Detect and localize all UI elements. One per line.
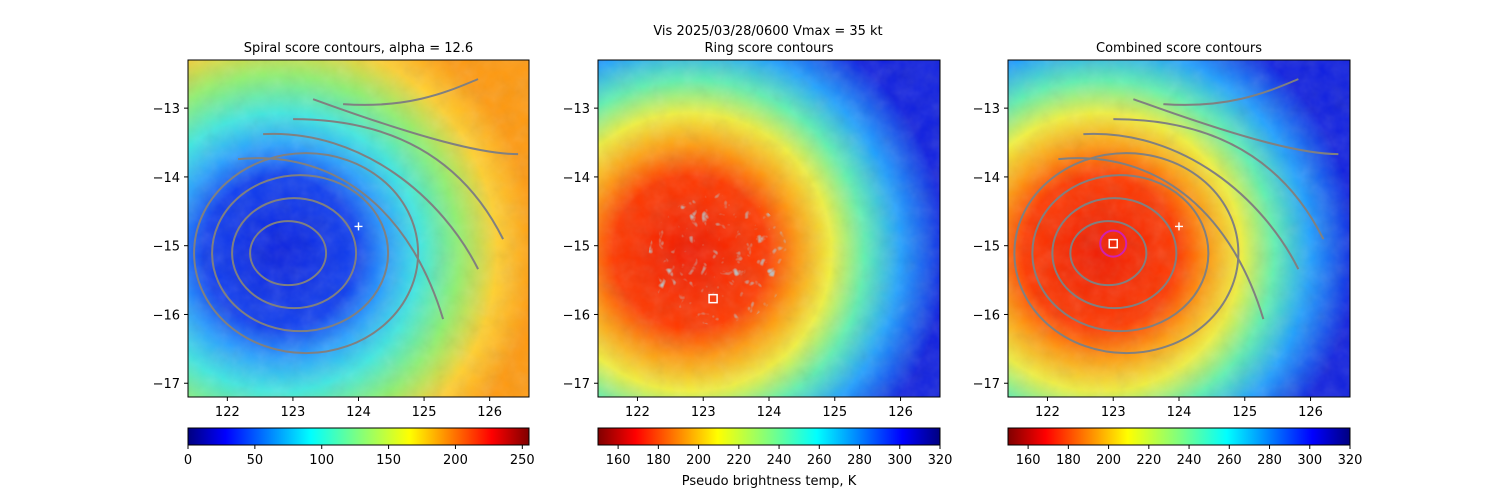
x-tick-label: 123 <box>281 405 306 420</box>
colorbar-tick-label: 200 <box>686 453 711 468</box>
x-tick-label: 123 <box>691 405 716 420</box>
score-contour <box>1083 133 1300 270</box>
x-tick-label: 124 <box>757 405 782 420</box>
score-contour <box>1133 98 1339 156</box>
satellite-image <box>598 60 940 397</box>
x-tick-label: 126 <box>1298 405 1323 420</box>
center-square-marker <box>708 293 718 304</box>
colorbar-tick-label: 260 <box>1217 453 1242 468</box>
colorbar-tick-label: 320 <box>928 453 953 468</box>
x-tick-label: 122 <box>625 405 650 420</box>
y-tick-label: −13 <box>563 102 590 117</box>
score-contour <box>237 157 445 320</box>
panel-title: Spiral score contours, alpha = 12.6 <box>244 41 473 56</box>
x-tick-label: 126 <box>477 405 502 420</box>
colorbar-tick-label: 250 <box>510 453 535 468</box>
y-tick-label: −15 <box>563 240 590 255</box>
y-tick-label: −16 <box>973 308 1000 323</box>
y-tick-label: −17 <box>563 377 590 392</box>
score-contour <box>293 118 504 240</box>
x-tick-label: 125 <box>822 405 847 420</box>
x-tick-label: 122 <box>215 405 240 420</box>
score-contour <box>263 133 479 270</box>
colorbar-gradient <box>187 427 530 446</box>
colorbar-tick-label: 200 <box>443 453 468 468</box>
ring-score-contour-fill <box>648 193 789 326</box>
score-contour <box>1013 152 1240 355</box>
y-tick-label: −15 <box>153 240 180 255</box>
colorbar-tick-label: 240 <box>1177 453 1202 468</box>
colorbar-tick-label: 240 <box>767 453 792 468</box>
figure-suptitle: Vis 2025/03/28/0600 Vmax = 35 kt <box>653 24 882 39</box>
center-plus-marker <box>354 222 363 231</box>
score-contour <box>1069 220 1148 287</box>
colorbar-tick-label: 0 <box>184 453 192 468</box>
colorbar-label: Pseudo brightness temp, K <box>682 474 857 489</box>
colorbar-gradient <box>597 427 941 446</box>
y-tick-label: −13 <box>153 102 180 117</box>
colorbar-tick-label: 180 <box>646 453 671 468</box>
panel-3: Combined score contours 122 123 124 125 126 −1… <box>973 41 1363 468</box>
colorbar-tick-label: 280 <box>1257 453 1282 468</box>
colorbar-tick-label: 300 <box>1297 453 1322 468</box>
score-contour <box>312 98 519 156</box>
score-contour <box>1163 78 1299 106</box>
colorbar-tick-label: 180 <box>1056 453 1081 468</box>
x-tick-label: 124 <box>346 405 371 420</box>
colorbar-tick-label: 150 <box>376 453 401 468</box>
panel-title: Combined score contours <box>1096 41 1262 56</box>
colorbar-gradient <box>1007 427 1351 446</box>
colorbar-tick-label: 50 <box>247 453 264 468</box>
colorbar-tick-label: 220 <box>1136 453 1161 468</box>
score-contour <box>231 197 358 310</box>
center-square-marker <box>1108 238 1118 249</box>
ring-fit-circle <box>1099 229 1128 258</box>
score-contour <box>249 220 328 287</box>
score-contour <box>1113 118 1325 240</box>
y-tick-label: −15 <box>973 240 1000 255</box>
score-contour <box>193 152 420 355</box>
colorbar-tick-label: 160 <box>606 453 631 468</box>
colorbar-tick-label: 160 <box>1016 453 1041 468</box>
colorbar-tick-label: 260 <box>807 453 832 468</box>
center-plus-marker <box>1175 222 1183 231</box>
colorbar-tick-label: 220 <box>726 453 751 468</box>
x-tick-label: 123 <box>1101 405 1126 420</box>
x-tick-label: 122 <box>1035 405 1060 420</box>
colorbar: 160 180 200 220 240 260 280 300 320 <box>597 427 953 468</box>
colorbar: 0 50 100 150 200 250 <box>184 427 535 468</box>
y-tick-label: −14 <box>973 171 1000 186</box>
y-tick-label: −14 <box>153 171 180 186</box>
y-tick-label: −17 <box>153 377 180 392</box>
colorbar-tick-label: 280 <box>847 453 872 468</box>
colorbar-tick-label: 100 <box>309 453 334 468</box>
colorbar-tick-label: 320 <box>1338 453 1363 468</box>
y-tick-label: −14 <box>563 171 590 186</box>
panel-2: Ring score contours 122 123 124 125 126 −13 −14… <box>563 41 953 468</box>
score-contour <box>211 174 390 333</box>
score-contour <box>1058 157 1265 320</box>
colorbar-tick-label: 300 <box>887 453 912 468</box>
score-contour <box>1051 197 1178 310</box>
panel-1: Spiral score contours, alpha = 12.6 122 12… <box>153 41 535 468</box>
panel-title: Ring score contours <box>704 41 833 56</box>
score-contour <box>1031 174 1210 333</box>
x-tick-label: 126 <box>888 405 913 420</box>
colorbar-tick-label: 200 <box>1096 453 1121 468</box>
y-tick-label: −13 <box>973 102 1000 117</box>
x-tick-label: 125 <box>1232 405 1257 420</box>
x-tick-label: 125 <box>412 405 437 420</box>
y-tick-label: −16 <box>563 308 590 323</box>
y-tick-label: −16 <box>153 308 180 323</box>
score-contour <box>343 78 479 106</box>
y-tick-label: −17 <box>973 377 1000 392</box>
colorbar: 160 180 200 220 240 260 280 300 320 <box>1007 427 1363 468</box>
x-tick-label: 124 <box>1167 405 1192 420</box>
